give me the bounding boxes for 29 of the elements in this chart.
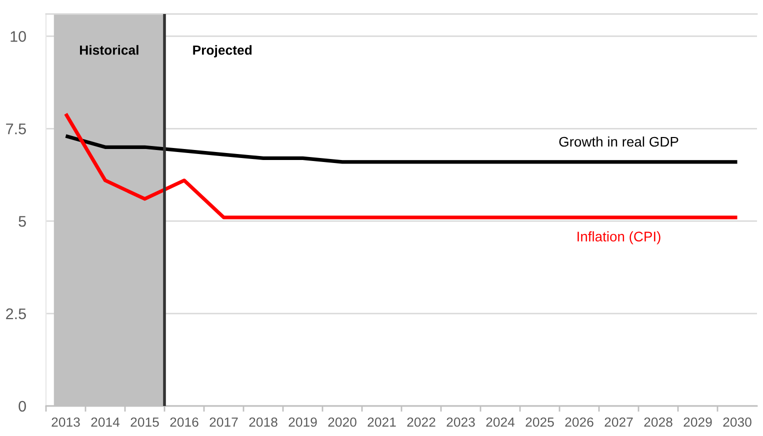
y-tick-label: 7.5 — [6, 124, 26, 134]
x-tick-label: 2021 — [368, 417, 396, 427]
series-label: Growth in real GDP — [559, 136, 678, 147]
x-tick-label: 2027 — [604, 417, 633, 427]
x-tick-label: 2028 — [644, 417, 672, 427]
y-tick-label: 0 — [18, 400, 26, 412]
y-tick-label: 5 — [18, 216, 26, 227]
x-tick-label: 2020 — [328, 417, 356, 427]
band-label: Historical — [80, 45, 138, 55]
x-tick-label: 2017 — [210, 417, 238, 427]
x-tick-label: 2013 — [52, 417, 80, 427]
x-tick-label: 2030 — [723, 417, 752, 427]
x-tick-label: 2029 — [684, 417, 712, 427]
x-tick-label: 2023 — [446, 417, 475, 427]
x-tick-label: 2015 — [130, 417, 159, 427]
x-tick-label: 2022 — [407, 417, 436, 427]
ref-line-label: Projected — [193, 45, 252, 58]
series-label: Inflation (CPI) — [578, 231, 660, 244]
y-tick-label: 2.5 — [6, 308, 26, 320]
x-tick-label: 2025 — [526, 417, 554, 427]
x-tick-label: 2019 — [288, 417, 317, 427]
x-tick-label: 2016 — [170, 417, 198, 427]
x-tick-label: 2018 — [249, 417, 278, 427]
line-series — [64, 134, 740, 164]
line-series — [64, 112, 740, 220]
x-tick-label: 2026 — [565, 417, 594, 427]
x-tick-label: 2014 — [91, 417, 120, 427]
y-tick-label: 10 — [10, 31, 26, 42]
x-tick-label: 2024 — [486, 417, 515, 427]
